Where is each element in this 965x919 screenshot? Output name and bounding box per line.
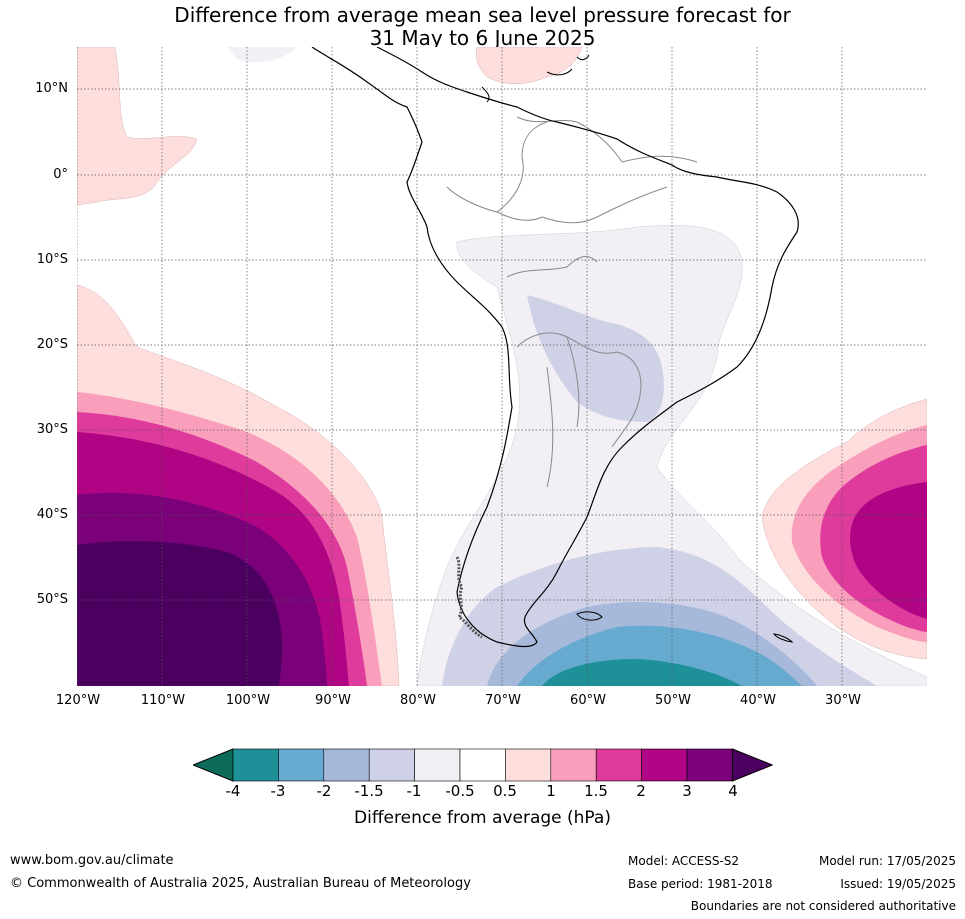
colorbar-cell [641,748,688,782]
contour-se-2 [850,482,927,619]
lon-label-40w: 40°W [740,693,776,708]
colorbar-cell [368,748,415,782]
colorbar-tick: 0.5 [493,782,517,800]
south-america-coastline [311,47,799,648]
caribbean-islands [481,54,590,103]
colorbar-tick: -1.5 [354,782,384,800]
contour-top-light [227,47,297,63]
colorbar-tick: -2 [316,782,332,800]
pressure-anomaly-map [77,47,927,686]
map-title: Difference from average mean sea level p… [0,4,965,50]
lat-label-40s: 40°S [36,507,68,522]
lon-label-120w: 120°W [55,693,101,708]
colorbar-cell [686,748,733,782]
colorbar-cell [550,748,597,782]
colorbar-tick: 1 [546,782,556,800]
model-text: Model: ACCESS-S2 [628,854,740,868]
colorbar-label: Difference from average (hPa) [354,808,611,828]
contour-sw-4 [77,541,282,686]
lat-label-10n: 10°N [35,81,68,96]
contour-nw-positive [77,47,198,206]
falkland-islands [576,611,603,621]
colorbar-extend-low [193,748,234,782]
colorbar-cell [278,748,325,782]
map-canvas [77,47,927,686]
base-period-text: Base period: 1981-2018 [628,877,773,891]
lat-label-0: 0° [53,167,68,182]
lon-label-70w: 70°W [485,693,521,708]
colorbar-cell [595,748,642,782]
lat-label-50s: 50°S [36,592,68,607]
lon-label-30w: 30°W [825,693,861,708]
website-link[interactable]: www.bom.gov.au/climate [10,853,174,868]
colorbar-cell [414,748,461,782]
country-borders [446,116,698,488]
colorbar-tick: 4 [728,782,738,800]
colorbar [193,748,773,782]
copyright-text: © Commonwealth of Australia 2025, Austra… [10,876,471,891]
colorbar-tick: -4 [225,782,241,800]
disclaimer-text: Boundaries are not considered authoritat… [690,899,956,913]
colorbar-tick: -3 [270,782,286,800]
colorbar-cell [459,748,506,782]
title-line-2: 31 May to 6 June 2025 [369,26,596,50]
contour-s-minus-3 [542,659,742,686]
graticule [77,47,927,686]
lon-label-80w: 80°W [400,693,436,708]
lat-label-10s: 10°S [36,252,68,267]
contour-sa-interior-1 [527,295,664,422]
colorbar-cell [323,748,370,782]
model-run-text: Model run: 17/05/2025 [818,854,956,868]
colorbar-tick: 2 [636,782,646,800]
colorbar-cell [232,748,279,782]
lon-label-110w: 110°W [140,693,186,708]
issued-text: Issued: 19/05/2025 [840,877,956,891]
lat-label-30s: 30°S [36,422,68,437]
lon-label-60w: 60°W [570,693,606,708]
colorbar-cell [505,748,552,782]
colorbar-extend-high [731,748,773,782]
lon-label-100w: 100°W [225,693,271,708]
title-line-1: Difference from average mean sea level p… [174,3,791,27]
colorbar-tick: 3 [682,782,692,800]
contour-caribbean-positive [476,47,583,84]
chilean-fjords [455,556,483,639]
lon-label-90w: 90°W [315,693,351,708]
lat-label-20s: 20°S [36,337,68,352]
colorbar-tick: -0.5 [445,782,475,800]
south-georgia [772,633,794,643]
colorbar-tick: 1.5 [584,782,608,800]
lon-label-50w: 50°W [655,693,691,708]
colorbar-tick: -1 [406,782,422,800]
